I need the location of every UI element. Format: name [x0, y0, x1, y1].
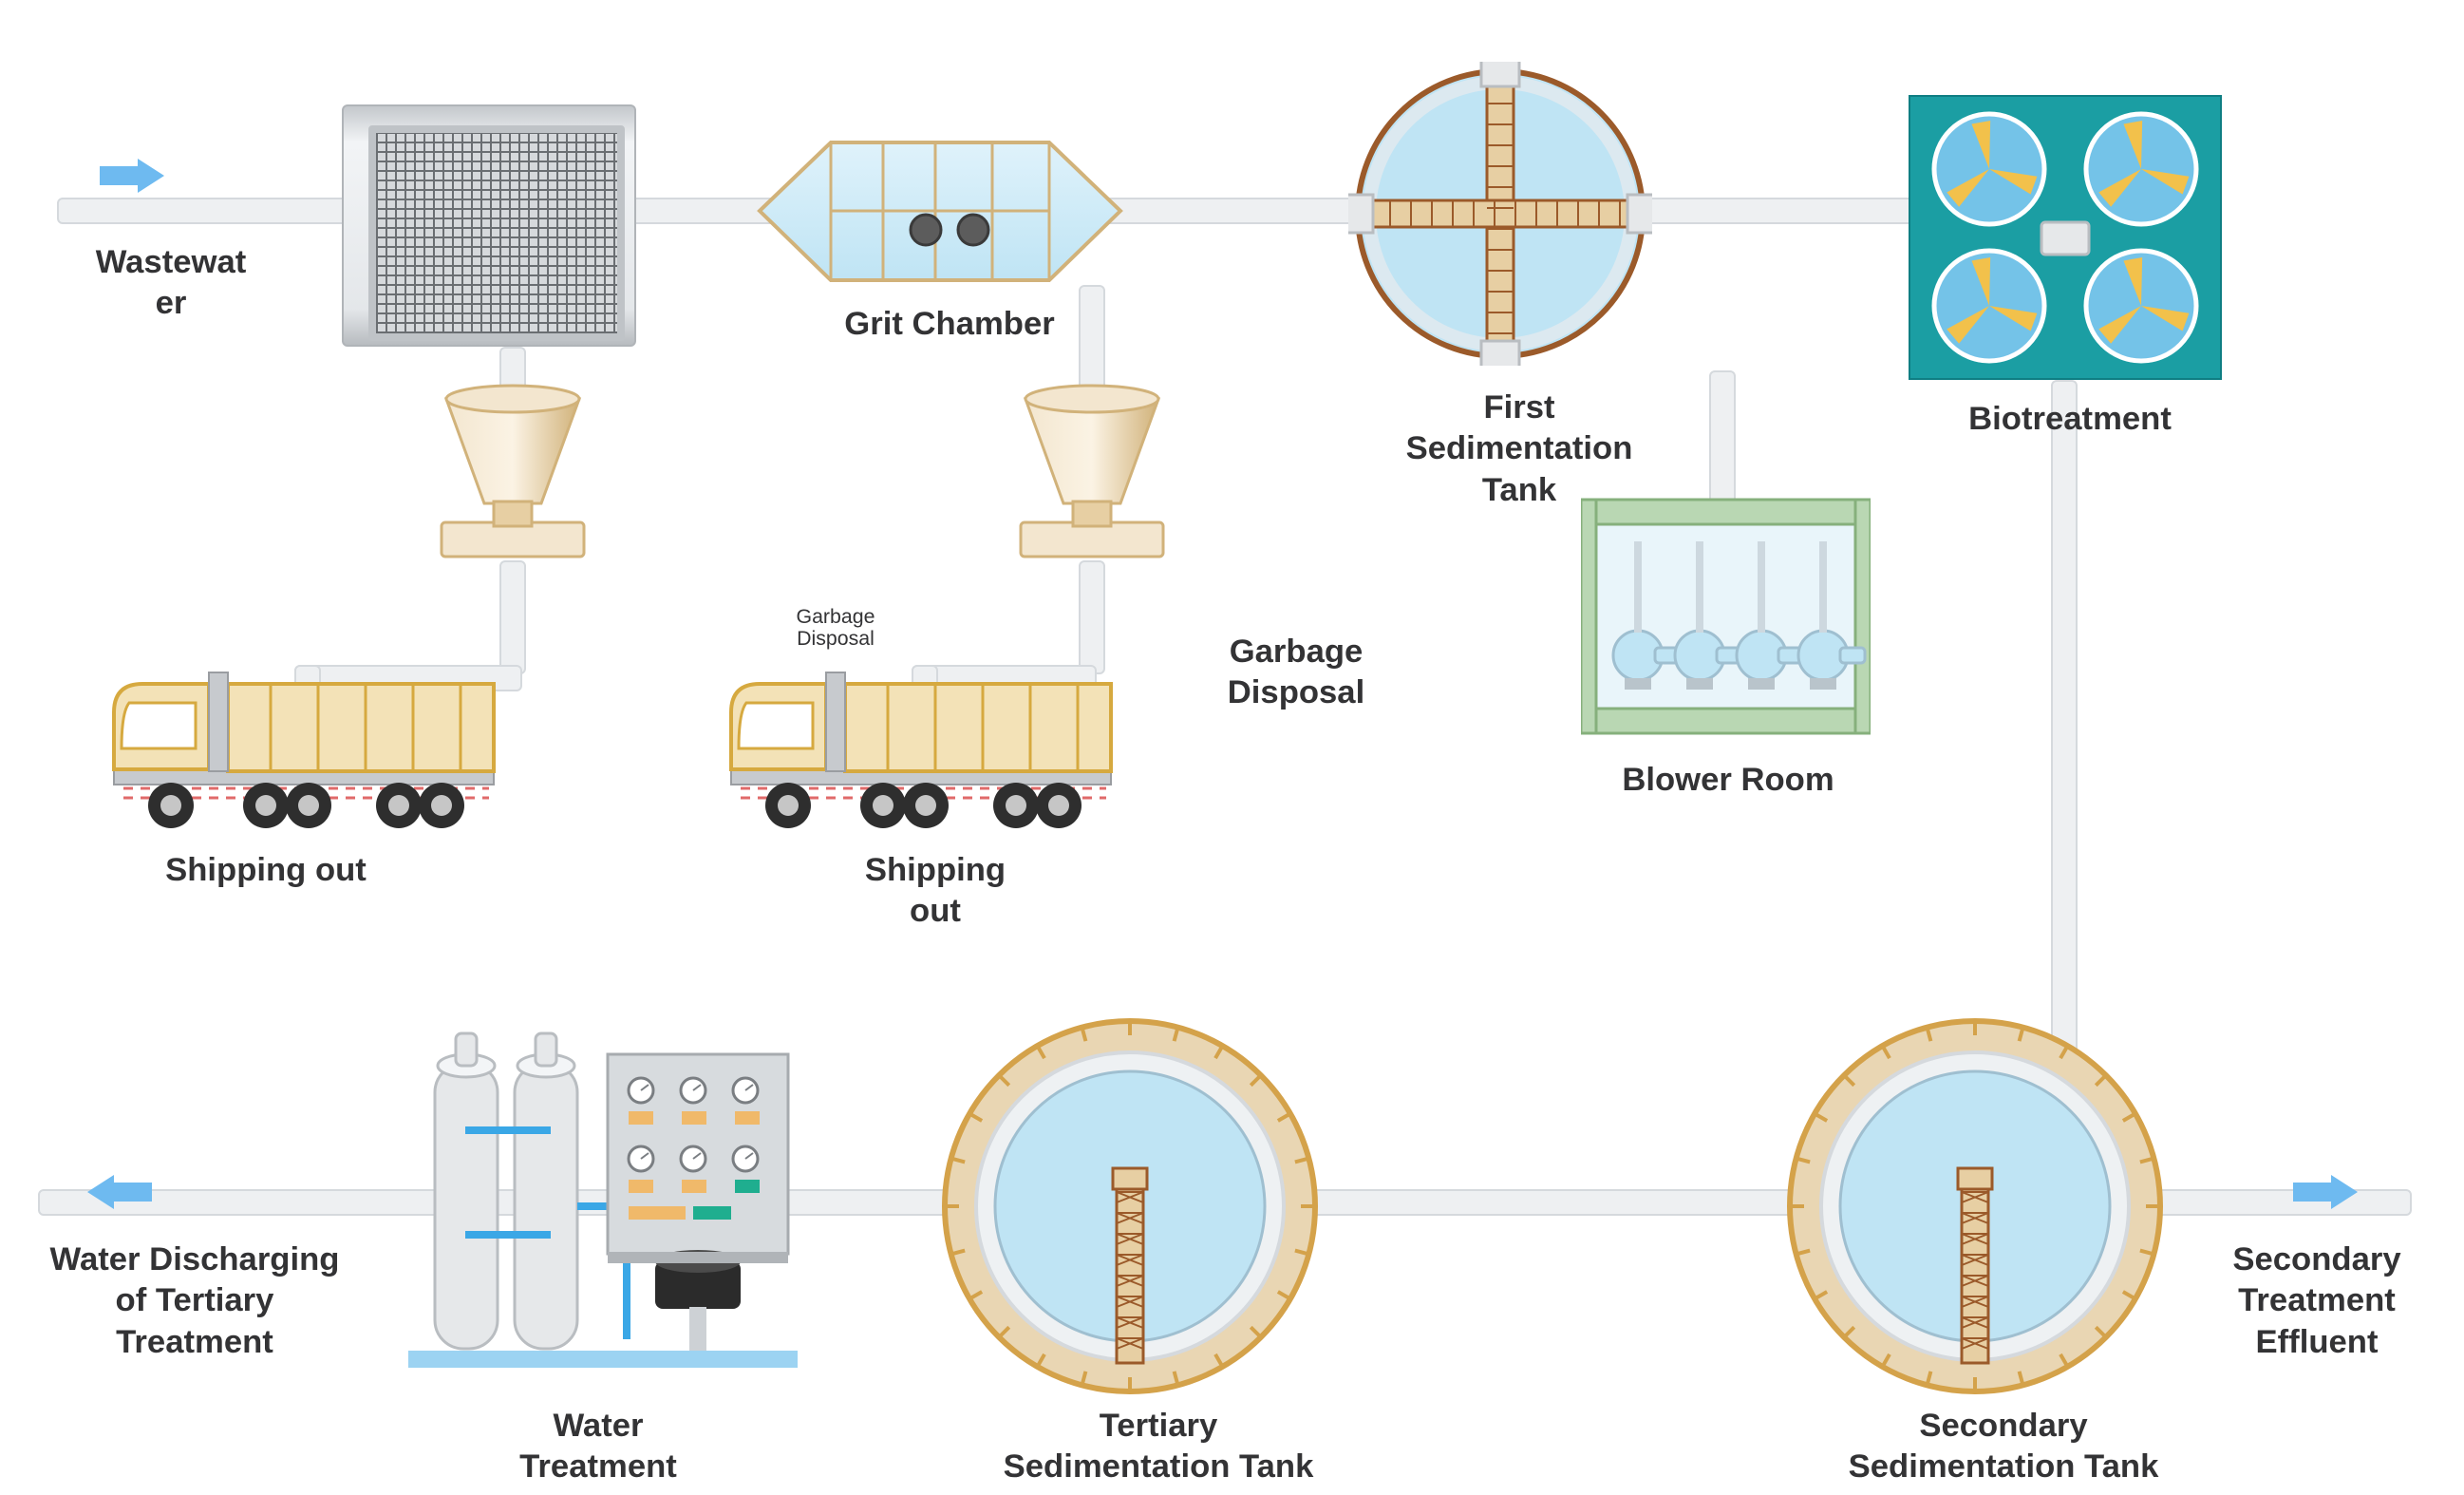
bar-screen-grid — [368, 125, 625, 341]
label-tertiary_discharge: Water Discharging of Tertiary Treatment — [28, 1240, 361, 1363]
label-blower_room: Blower Room — [1605, 760, 1852, 801]
secondary-sedimentation-tank — [1785, 1016, 2165, 1396]
tertiary-sedimentation-tank — [940, 1016, 1320, 1396]
biotreatment-unit — [1909, 95, 2222, 380]
label-wastewater: Wastewat er — [66, 242, 275, 325]
truck-shipping-mid — [722, 646, 1120, 831]
label-first_sed_tank: First Sedimentation Tank — [1396, 388, 1643, 511]
hopper-mid — [997, 380, 1187, 570]
first-sedimentation-tank — [1348, 62, 1652, 366]
truck-shipping-left — [104, 646, 503, 831]
label-biotreatment: Biotreatment — [1947, 399, 2193, 440]
label-shipping_out_left: Shipping out — [142, 850, 389, 891]
arrow-wastewater-in — [100, 157, 166, 195]
grit-chamber — [741, 133, 1139, 290]
pipe-hopperL-to-truckL — [499, 560, 526, 674]
arrow-tertiary-out — [85, 1173, 152, 1211]
label-shipping_out_mid: Shipping out — [826, 850, 1044, 933]
water-treatment-unit — [408, 1016, 798, 1387]
label-grit_chamber: Grit Chamber — [826, 304, 1073, 345]
arrow-secondary-out — [2293, 1173, 2360, 1211]
hopper-left — [418, 380, 608, 570]
blower-room — [1581, 494, 1871, 741]
label-secondary_effluent: Secondary Treatment Effluent — [2193, 1240, 2440, 1363]
label-water_treatment: Water Treatment — [475, 1406, 722, 1488]
label-garbage_disposal_small: Garbage Disposal — [764, 606, 907, 651]
label-tertiary_sed_tank: Tertiary Sedimentation Tank — [969, 1406, 1348, 1488]
wastewater-treatment-diagram: Wastewat er Grit Chamber First Sedimentati… — [0, 0, 2464, 1495]
label-secondary_sed_tank: Secondary Sedimentation Tank — [1804, 1406, 2203, 1488]
label-garbage_disposal_main: Garbage Disposal — [1187, 632, 1405, 714]
